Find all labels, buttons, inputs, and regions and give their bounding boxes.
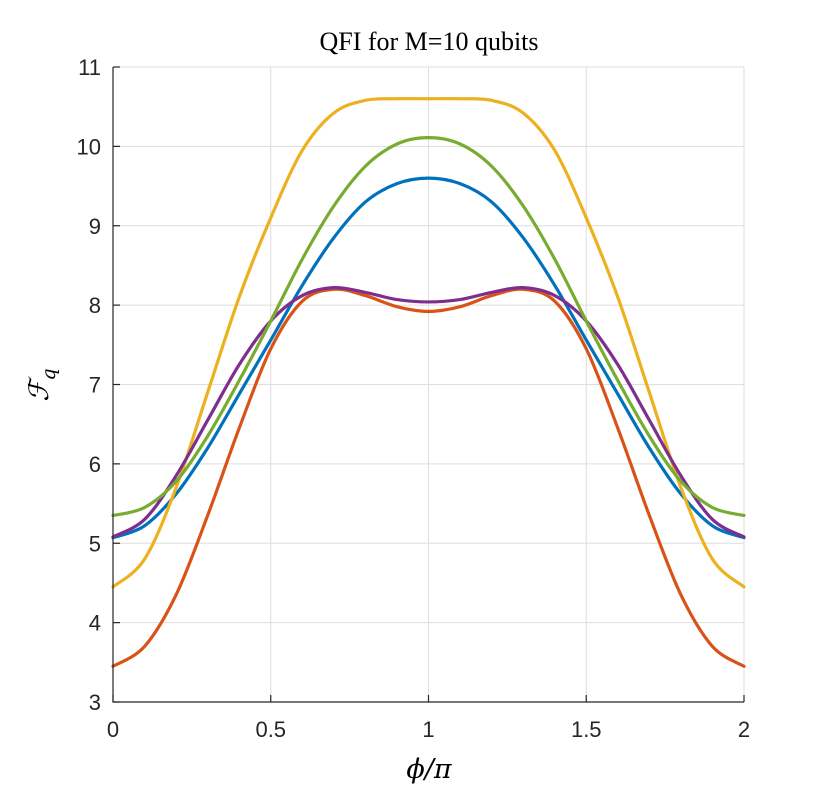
series-line-purple: [111, 286, 746, 539]
y-tick-label-1: 4: [89, 611, 101, 636]
y-tick-label-8: 11: [78, 55, 101, 80]
y-tick-label-4: 7: [89, 373, 101, 398]
x-tick-label-3: 1.5: [571, 717, 602, 742]
y-tick-label-0: 3: [89, 690, 101, 715]
x-tick-label-4: 2: [738, 717, 750, 742]
x-ticks: 0 0.5 1 1.5 2: [107, 695, 750, 742]
chart-title: QFI for M=10 qubits: [319, 27, 538, 56]
y-axis-title: ℱq: [24, 368, 60, 401]
y-tick-label-3: 6: [89, 452, 101, 477]
series-line-red: [111, 287, 746, 668]
x-axis-title: ϕ/π: [406, 754, 453, 785]
series-line-green: [111, 136, 746, 518]
x-tick-label-1: 0.5: [255, 717, 286, 742]
x-tick-label-0: 0: [107, 717, 119, 742]
y-axis-title-subscript: q: [38, 368, 60, 380]
y-tick-label-2: 5: [89, 531, 101, 556]
series-line-blue: [111, 176, 746, 540]
y-tick-label-6: 9: [89, 214, 101, 239]
y-tick-label-7: 10: [77, 134, 101, 159]
x-tick-label-2: 1: [422, 717, 434, 742]
y-ticks: 3 4 5 6 7 8 9 10 11: [77, 55, 120, 715]
series-line-yellow: [111, 97, 746, 589]
y-tick-label-5: 8: [89, 293, 101, 318]
series-layer: [111, 97, 746, 668]
